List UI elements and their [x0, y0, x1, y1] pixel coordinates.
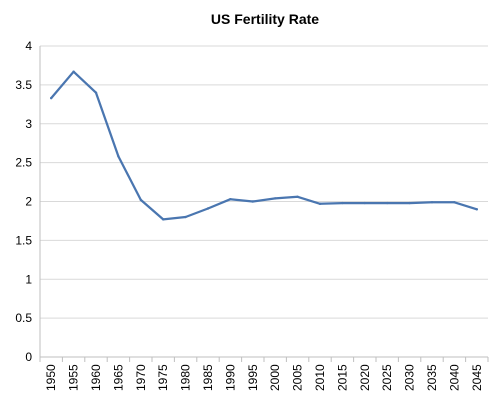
x-tick-label: 1970: [134, 364, 148, 391]
x-tick-label: 2000: [268, 364, 282, 391]
y-tick-label: 2: [25, 195, 32, 209]
x-tick-label: 1955: [67, 364, 81, 391]
data-point-2005: [296, 195, 299, 199]
data-point-1975: [162, 218, 165, 221]
x-tick-label: 2045: [470, 364, 484, 391]
x-tick-label: 2030: [403, 364, 417, 391]
data-point-1985: [206, 207, 210, 210]
x-tick-label: 1960: [89, 364, 103, 391]
x-tick-label: 1995: [246, 364, 260, 391]
y-tick-label: 0: [25, 350, 32, 364]
data-point-2015: [341, 201, 344, 205]
gridlines: [40, 45, 488, 319]
y-tick-label: 0.5: [15, 311, 32, 325]
x-tick-label: 1950: [44, 364, 58, 391]
x-tick-label: 1985: [201, 364, 215, 391]
data-point-1990: [229, 197, 232, 201]
y-tick-label: 2.5: [15, 156, 32, 170]
data-point-1970: [139, 198, 142, 202]
x-tick-label: 2015: [335, 364, 349, 391]
x-tick-label: 2025: [380, 364, 394, 391]
data-point-1965: [117, 155, 120, 158]
data-point-1995: [251, 200, 254, 203]
data-point-1950: [50, 96, 53, 100]
data-point-1955: [72, 70, 75, 73]
y-tick-label: 3: [25, 117, 32, 131]
data-point-2045: [475, 208, 478, 211]
data-point-1960: [94, 91, 98, 94]
x-tick-label: 2005: [291, 364, 305, 391]
data-point-1980: [184, 215, 187, 219]
x-tick-label: 2035: [425, 364, 439, 391]
data-point-2020: [363, 201, 366, 205]
series-line-0: [50, 70, 478, 221]
x-tick-labels: 1950 1955 1960 1965 1970 1975 1980 1985 1990 1995…: [44, 364, 484, 391]
data-point-2040: [453, 201, 456, 204]
y-tick-label: 4: [25, 39, 32, 53]
y-tick-label: 1: [25, 272, 32, 286]
y-tick-label: 1.5: [15, 233, 32, 247]
x-tick-label: 2010: [313, 364, 327, 391]
axes: [39, 46, 489, 362]
data-point-2035: [430, 201, 434, 204]
data-point-2000: [274, 197, 277, 200]
x-tick-label: 2040: [447, 364, 461, 391]
x-tick-label: 1990: [223, 364, 237, 391]
y-tick-labels: 0 0.5 1 1.5 2 2.5 3 3.5 4: [15, 39, 32, 364]
x-tick-label: 2020: [358, 364, 372, 391]
series-layer: [50, 70, 478, 221]
data-point-2010: [318, 202, 322, 206]
data-point-2025: [386, 201, 389, 205]
x-tick-label: 1980: [179, 364, 193, 391]
y-tick-label: 3.5: [15, 78, 32, 92]
x-tick-label: 1965: [111, 364, 125, 391]
data-point-2030: [408, 201, 411, 205]
chart-title: US Fertility Rate: [211, 11, 319, 27]
x-tick-label: 1975: [156, 364, 170, 391]
